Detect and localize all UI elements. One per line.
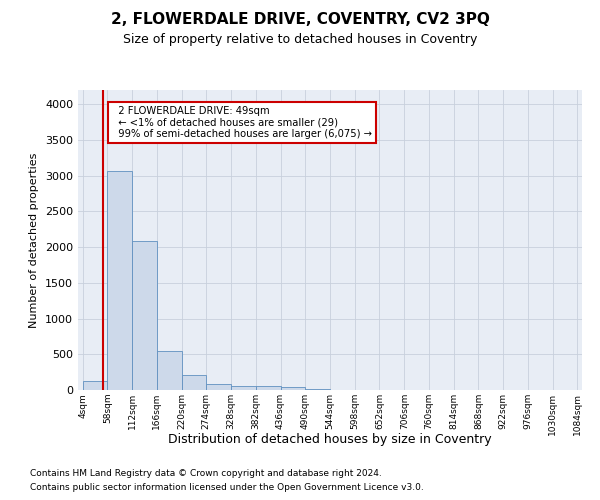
Bar [83, 380, 107, 390]
Text: Size of property relative to detached houses in Coventry: Size of property relative to detached ho… [123, 32, 477, 46]
Bar [281, 387, 305, 390]
Bar [157, 350, 182, 390]
Bar [231, 386, 256, 390]
Bar [305, 389, 330, 390]
Text: 2 FLOWERDALE DRIVE: 49sqm
  ← <1% of detached houses are smaller (29)
  99% of s: 2 FLOWERDALE DRIVE: 49sqm ← <1% of detac… [112, 106, 372, 139]
Text: Contains HM Land Registry data © Crown copyright and database right 2024.: Contains HM Land Registry data © Crown c… [30, 468, 382, 477]
Bar [256, 386, 281, 390]
Text: Contains public sector information licensed under the Open Government Licence v3: Contains public sector information licen… [30, 484, 424, 492]
Bar [182, 375, 206, 390]
Text: 2, FLOWERDALE DRIVE, COVENTRY, CV2 3PQ: 2, FLOWERDALE DRIVE, COVENTRY, CV2 3PQ [110, 12, 490, 28]
Bar [132, 240, 157, 390]
Bar [206, 384, 231, 390]
Bar [107, 172, 132, 390]
Y-axis label: Number of detached properties: Number of detached properties [29, 152, 40, 328]
Text: Distribution of detached houses by size in Coventry: Distribution of detached houses by size … [168, 432, 492, 446]
